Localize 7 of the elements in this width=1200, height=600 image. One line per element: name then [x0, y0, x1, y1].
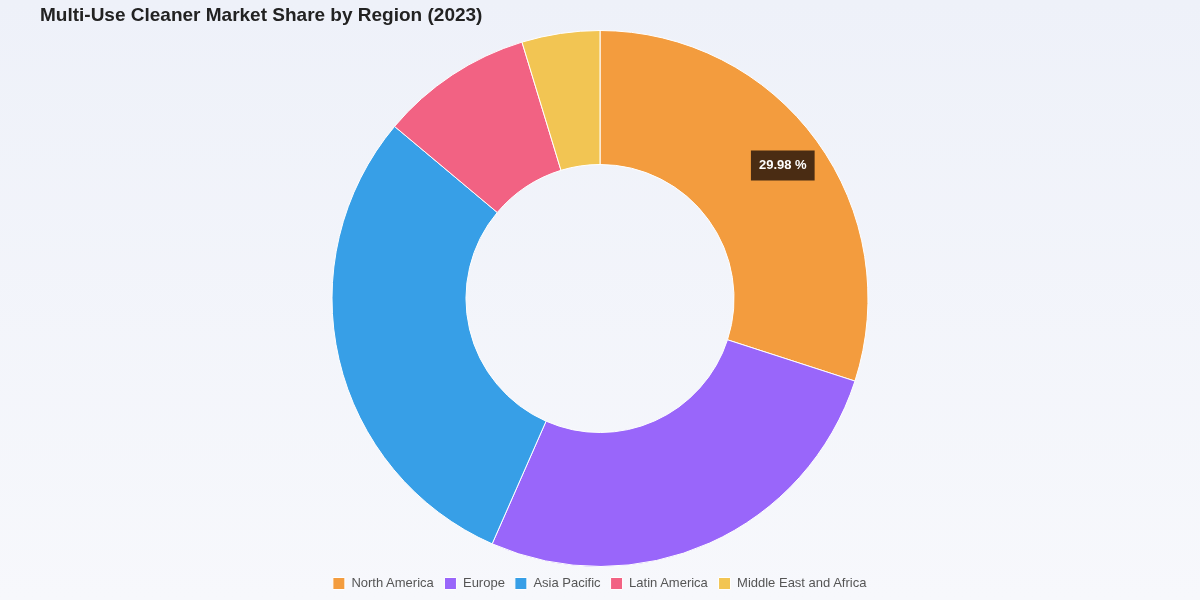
legend-label: Asia Pacific — [533, 575, 602, 591]
legend-label: Middle East and Africa — [737, 575, 868, 591]
chart-title: Multi-Use Cleaner Market Share by Region (2023) — [40, 4, 483, 26]
legend-label: Latin America — [629, 575, 709, 591]
legend-label: Europe — [462, 575, 505, 591]
legend-label: North America — [351, 575, 435, 591]
data-label: 29.98 % — [758, 157, 808, 173]
